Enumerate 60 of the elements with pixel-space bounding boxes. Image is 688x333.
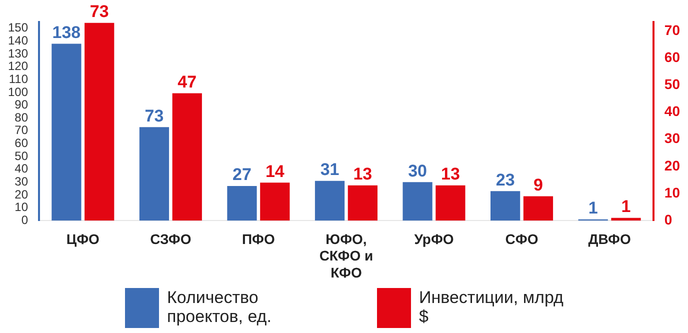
x-tick-label: ЦФО <box>66 230 100 247</box>
bar <box>139 127 170 221</box>
bar <box>172 93 202 221</box>
y-tick-label: 90 <box>14 98 28 112</box>
y-tick-label: 150 <box>8 20 28 35</box>
data-label: 13 <box>440 164 460 184</box>
legend-label: Инвестиции, млрд $ <box>419 288 564 326</box>
data-label: 47 <box>178 72 197 92</box>
bar <box>227 186 257 221</box>
bar <box>402 182 432 221</box>
y2-tick-label: 20 <box>664 157 680 174</box>
data-label: 30 <box>408 161 427 180</box>
y-tick-label: 0 <box>21 212 28 227</box>
y-tick-label: 80 <box>14 110 28 124</box>
y-tick-label: 40 <box>14 162 28 176</box>
data-label: 13 <box>353 164 372 184</box>
bar <box>52 44 82 221</box>
y2-tick-label: 60 <box>664 48 680 65</box>
data-label: 73 <box>90 2 109 21</box>
y-tick-label: 20 <box>14 187 28 202</box>
y-tick-label: 50 <box>14 148 28 163</box>
data-label: 23 <box>496 170 515 190</box>
y-tick-label: 130 <box>8 46 28 60</box>
bar <box>260 182 290 221</box>
bar <box>490 191 520 221</box>
data-label: 31 <box>320 160 340 180</box>
x-tick-label: СФО <box>505 230 538 247</box>
y2-tick-label: 10 <box>664 184 680 200</box>
y2-tick-label: 30 <box>664 130 680 146</box>
data-label: 27 <box>232 165 252 184</box>
bar <box>523 196 554 221</box>
x-tick-label: ДВФО <box>588 230 631 247</box>
y-tick-label: 10 <box>14 200 28 214</box>
data-label: 14 <box>265 162 285 181</box>
y2-tick-label: 70 <box>664 22 680 38</box>
y2-tick-label: 0 <box>664 211 672 228</box>
y-tick-label: 110 <box>8 72 28 86</box>
bar <box>436 185 466 221</box>
y2-tick-label: 50 <box>664 76 680 92</box>
bar <box>348 185 378 221</box>
data-label: 9 <box>533 175 543 194</box>
bar <box>314 180 345 221</box>
x-tick-label: ЮФО, СКФО и КФО <box>319 230 374 280</box>
y-tick-label: 30 <box>14 174 28 188</box>
data-label: 138 <box>52 22 81 42</box>
data-label: 1 <box>588 198 598 218</box>
data-label: 73 <box>144 106 164 126</box>
y-tick-label: 100 <box>8 84 28 99</box>
data-label: 1 <box>621 197 631 216</box>
y-tick-label: 70 <box>14 123 28 138</box>
y2-tick-label: 40 <box>664 103 680 120</box>
y-tick-label: 120 <box>8 59 28 74</box>
x-tick-label: ПФО <box>242 230 276 247</box>
legend-label: Количество проектов, ед. <box>167 288 272 326</box>
bar <box>84 22 114 221</box>
y-tick-label: 140 <box>8 34 28 48</box>
y-tick-label: 60 <box>14 136 28 150</box>
bar <box>611 218 641 221</box>
x-tick-label: УрФО <box>414 230 454 247</box>
x-tick-label: СЗФО <box>150 230 192 247</box>
